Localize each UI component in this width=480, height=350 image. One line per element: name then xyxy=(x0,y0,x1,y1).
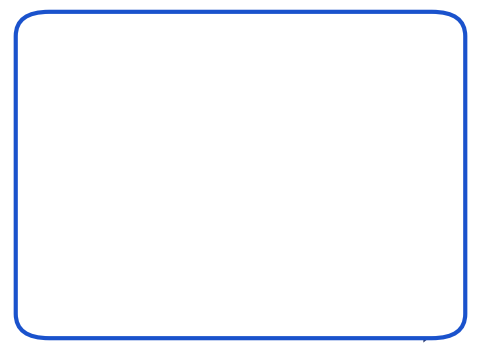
Text: A: A xyxy=(354,112,365,126)
Text: 3: 3 xyxy=(353,80,365,98)
FancyBboxPatch shape xyxy=(85,248,195,284)
FancyBboxPatch shape xyxy=(195,206,304,242)
Text: 1: 1 xyxy=(134,163,145,182)
FancyBboxPatch shape xyxy=(304,197,414,232)
FancyBboxPatch shape xyxy=(85,280,195,316)
Text: B: B xyxy=(354,144,365,158)
FancyBboxPatch shape xyxy=(195,175,304,210)
Polygon shape xyxy=(28,57,60,265)
FancyBboxPatch shape xyxy=(85,216,195,252)
Text: Graus: Graus xyxy=(274,305,328,323)
Text: D: D xyxy=(134,291,145,305)
FancyBboxPatch shape xyxy=(195,116,304,146)
Text: C: C xyxy=(354,176,364,190)
FancyBboxPatch shape xyxy=(304,101,414,136)
Text: A: A xyxy=(244,153,255,167)
Text: B: B xyxy=(244,186,255,199)
Text: 2: 2 xyxy=(244,122,255,140)
FancyBboxPatch shape xyxy=(195,143,304,178)
FancyBboxPatch shape xyxy=(304,133,414,168)
FancyBboxPatch shape xyxy=(85,184,195,220)
Text: B: B xyxy=(134,227,145,241)
FancyBboxPatch shape xyxy=(85,157,195,188)
Text: D: D xyxy=(354,208,365,222)
FancyBboxPatch shape xyxy=(16,12,464,338)
FancyBboxPatch shape xyxy=(304,74,414,105)
Text: C: C xyxy=(135,259,145,273)
Text: A: A xyxy=(134,195,145,209)
FancyBboxPatch shape xyxy=(304,165,414,200)
Text: Níveis: Níveis xyxy=(37,121,52,173)
FancyBboxPatch shape xyxy=(195,239,304,274)
Polygon shape xyxy=(178,288,455,340)
Text: C: C xyxy=(244,217,255,231)
Text: D: D xyxy=(244,249,255,263)
